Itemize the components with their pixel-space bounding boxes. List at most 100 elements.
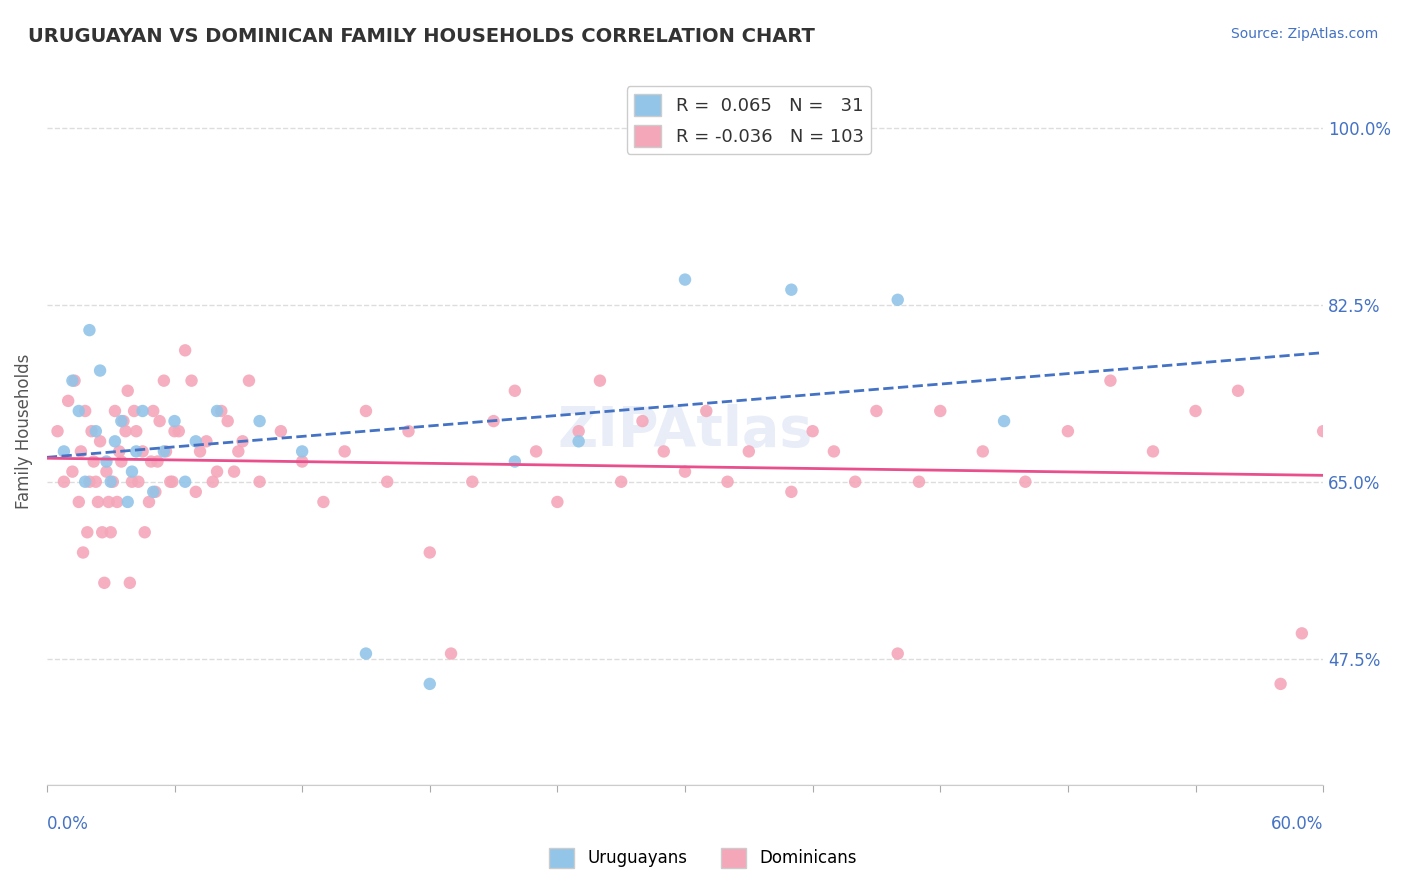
Point <box>398 424 420 438</box>
Point <box>121 465 143 479</box>
Point <box>738 444 761 458</box>
Point <box>1312 424 1334 438</box>
Point <box>482 414 505 428</box>
Point <box>993 414 1015 428</box>
Point <box>101 475 124 489</box>
Point <box>163 424 186 438</box>
Point <box>52 444 75 458</box>
Point <box>46 424 69 438</box>
Point <box>201 475 224 489</box>
Point <box>155 444 177 458</box>
Point <box>524 444 547 458</box>
Point <box>184 434 207 449</box>
Point <box>419 677 441 691</box>
Point <box>118 575 141 590</box>
Point <box>134 525 156 540</box>
Point <box>131 444 153 458</box>
Point <box>104 404 127 418</box>
Point <box>142 404 165 418</box>
Point <box>419 545 441 559</box>
Point <box>174 343 197 358</box>
Point <box>100 525 122 540</box>
Point <box>333 444 356 458</box>
Point <box>114 424 136 438</box>
Point <box>80 424 103 438</box>
Point <box>100 475 122 489</box>
Point <box>1184 404 1206 418</box>
Point <box>180 374 202 388</box>
Point <box>546 495 568 509</box>
Point <box>1057 424 1080 438</box>
Point <box>354 647 377 661</box>
Point <box>97 495 120 509</box>
Point <box>89 363 111 377</box>
Point <box>886 647 908 661</box>
Point <box>104 434 127 449</box>
Point <box>312 495 335 509</box>
Point <box>96 465 118 479</box>
Legend: Uruguayans, Dominicans: Uruguayans, Dominicans <box>543 841 863 875</box>
Point <box>122 404 145 418</box>
Point <box>205 465 228 479</box>
Point <box>354 404 377 418</box>
Point <box>108 444 131 458</box>
Point <box>972 444 994 458</box>
Point <box>62 465 84 479</box>
Point <box>568 424 591 438</box>
Legend: R =  0.065   N =   31, R = -0.036   N = 103: R = 0.065 N = 31, R = -0.036 N = 103 <box>627 87 870 154</box>
Point <box>145 484 167 499</box>
Point <box>823 444 845 458</box>
Point <box>232 434 254 449</box>
Point <box>56 393 79 408</box>
Point <box>83 454 105 468</box>
Text: 60.0%: 60.0% <box>1271 815 1323 833</box>
Text: URUGUAYAN VS DOMINICAN FAMILY HOUSEHOLDS CORRELATION CHART: URUGUAYAN VS DOMINICAN FAMILY HOUSEHOLDS… <box>28 27 815 45</box>
Point <box>568 434 591 449</box>
Point <box>162 475 184 489</box>
Point <box>209 404 232 418</box>
Point <box>153 374 176 388</box>
Point <box>238 374 260 388</box>
Point <box>146 454 169 468</box>
Point <box>163 414 186 428</box>
Y-axis label: Family Households: Family Households <box>15 353 32 509</box>
Point <box>93 575 115 590</box>
Point <box>121 475 143 489</box>
Point <box>844 475 866 489</box>
Text: ZIPAtlas: ZIPAtlas <box>557 404 813 458</box>
Point <box>652 444 675 458</box>
Point <box>673 465 696 479</box>
Point <box>865 404 887 418</box>
Point <box>780 484 803 499</box>
Point <box>589 374 612 388</box>
Point <box>159 475 181 489</box>
Point <box>1014 475 1036 489</box>
Point <box>84 424 107 438</box>
Point <box>117 495 139 509</box>
Point <box>249 475 271 489</box>
Point <box>375 475 398 489</box>
Point <box>153 444 176 458</box>
Point <box>440 647 463 661</box>
Point <box>195 434 218 449</box>
Point <box>62 374 84 388</box>
Point <box>110 414 132 428</box>
Point <box>91 525 114 540</box>
Point <box>461 475 484 489</box>
Point <box>75 475 97 489</box>
Point <box>131 404 153 418</box>
Point <box>125 424 148 438</box>
Point <box>1142 444 1164 458</box>
Point <box>67 495 90 509</box>
Point <box>801 424 824 438</box>
Point <box>89 434 111 449</box>
Point <box>886 293 908 307</box>
Point <box>291 444 314 458</box>
Point <box>291 454 314 468</box>
Text: 0.0%: 0.0% <box>46 815 89 833</box>
Point <box>673 272 696 286</box>
Point <box>188 444 211 458</box>
Point <box>716 475 738 489</box>
Point <box>503 384 526 398</box>
Point <box>695 404 717 418</box>
